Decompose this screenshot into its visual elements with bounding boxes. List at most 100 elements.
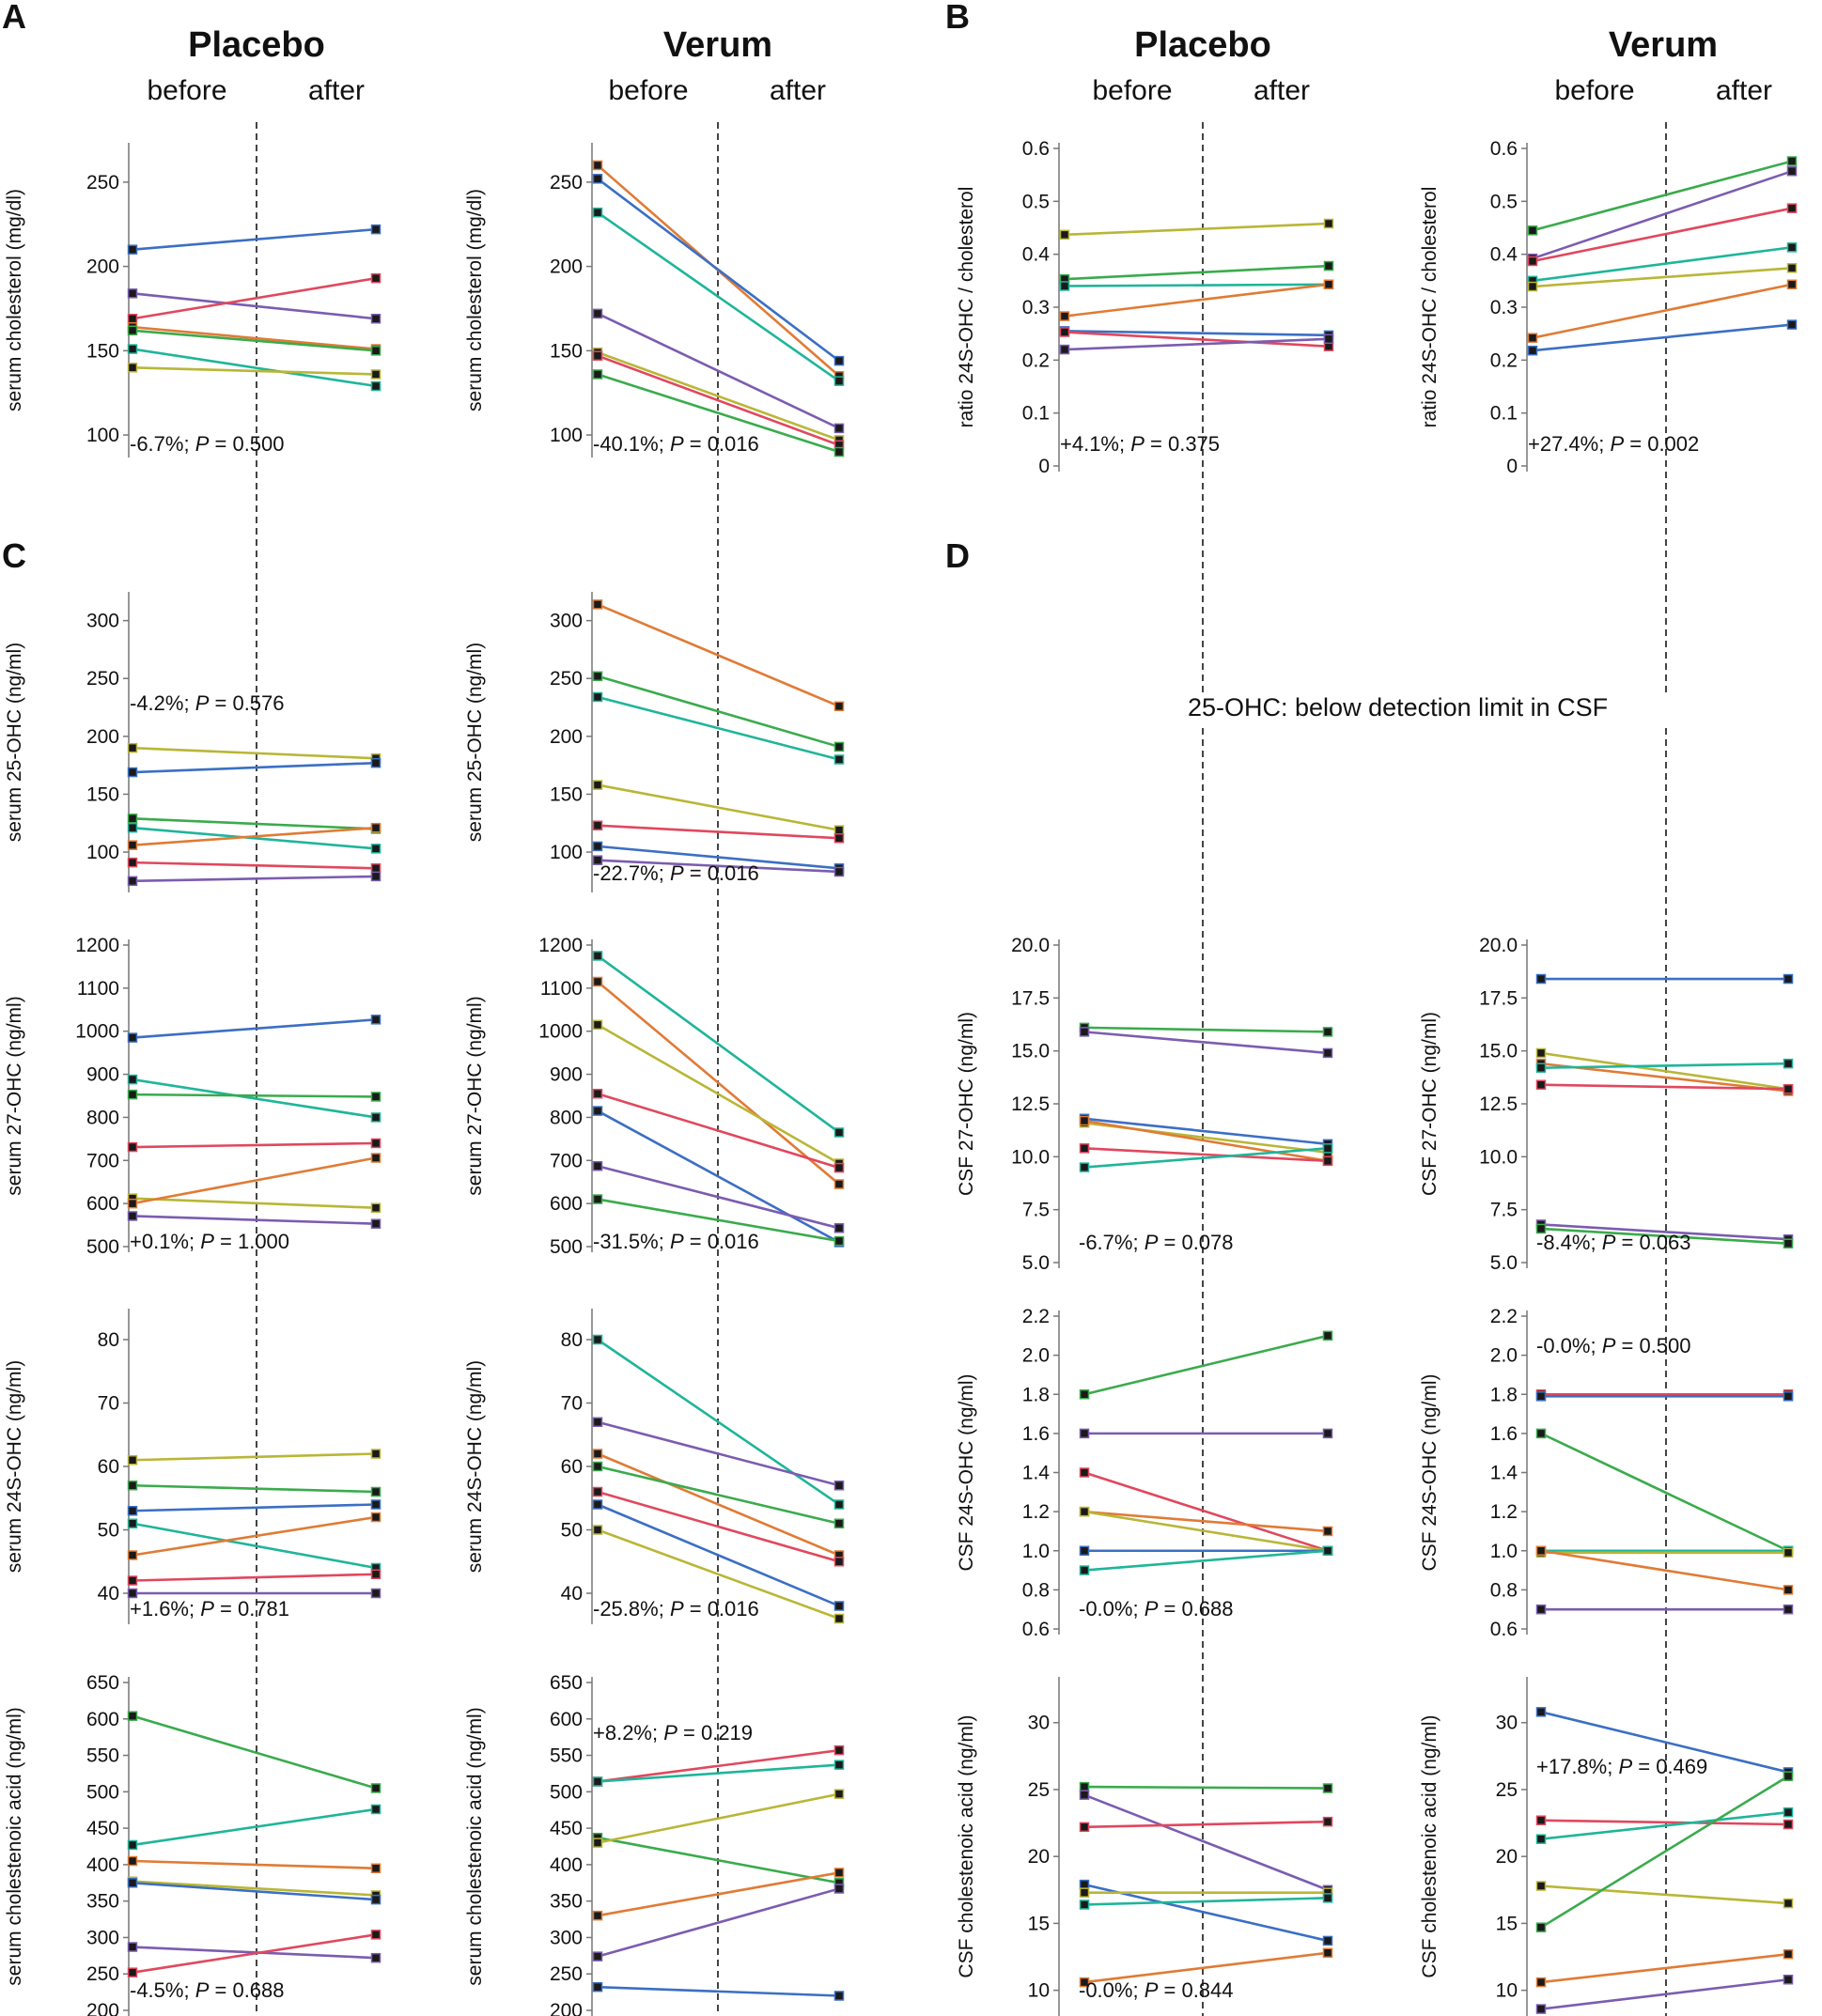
- series-purple: [592, 1160, 845, 1233]
- series-green: [592, 369, 845, 457]
- data-point: [833, 833, 845, 844]
- series-purple: [1535, 1604, 1794, 1615]
- data-point: [1786, 279, 1798, 290]
- series-line: [132, 329, 377, 352]
- chart-C-acid-placebo: 200 250 300 350 400 450 500 550 600 650 serum chol…: [4, 1672, 382, 2016]
- series-teal: [592, 207, 845, 386]
- y-tick-label: 500: [86, 1236, 119, 1258]
- y-tick-label: 0.8: [1490, 1579, 1518, 1601]
- y-tick-label: 400: [86, 1854, 119, 1876]
- data-point: [592, 174, 603, 184]
- series-purple: [592, 308, 845, 434]
- y-tick-label: 500: [86, 1781, 119, 1803]
- data-point: [1322, 1047, 1333, 1059]
- series-line: [132, 1880, 377, 1897]
- data-point: [1527, 333, 1538, 343]
- chart-C-25-verum: 100 150 200 250 300 serum 25-OHC (ng/ml) -22.7…: [464, 592, 845, 892]
- series-line: [1540, 1810, 1789, 1840]
- data-point: [127, 1032, 138, 1043]
- data-point: [127, 1550, 138, 1560]
- group-title-placebo: Placebo: [1134, 25, 1271, 65]
- series-line: [597, 783, 840, 831]
- series-line: [597, 211, 840, 382]
- data-point: [370, 1112, 382, 1123]
- y-tick-label: 250: [550, 172, 583, 194]
- data-point: [127, 1942, 138, 1952]
- data-point: [833, 1884, 845, 1894]
- series-green: [592, 1194, 845, 1247]
- data-point: [833, 1223, 845, 1233]
- series-line: [597, 1528, 840, 1621]
- series-line: [132, 875, 377, 883]
- data-point: [1783, 1974, 1794, 1985]
- y-tick-label: 1.0: [1490, 1541, 1518, 1562]
- data-point: [592, 1106, 603, 1116]
- stat-annotation: -0.0%; P = 0.688: [1079, 1597, 1234, 1621]
- time-label-before: before: [1554, 75, 1634, 106]
- series-line: [1083, 1510, 1329, 1553]
- series-line: [1064, 283, 1330, 318]
- data-point: [1783, 1391, 1794, 1402]
- y-axis-title: ratio 24S-OHC / cholesterol: [956, 187, 977, 428]
- data-point: [370, 1894, 382, 1905]
- series-orange: [1079, 1947, 1333, 1988]
- data-point: [833, 1789, 845, 1799]
- series-green: [1535, 1771, 1794, 1932]
- y-tick-label: 200: [550, 726, 583, 748]
- data-point: [370, 369, 382, 380]
- data-point: [1535, 1223, 1547, 1234]
- data-point: [1783, 973, 1794, 985]
- chart-B-placebo: 0 0.1 0.2 0.3 0.4 0.5 0.6 ratio 24S-OHC / chole…: [956, 138, 1334, 477]
- stat-annotation: +1.6%; P = 0.781: [130, 1597, 289, 1621]
- series-red: [1079, 1816, 1333, 1833]
- data-point: [1783, 1547, 1794, 1559]
- series-line: [597, 824, 840, 840]
- series-line: [132, 227, 377, 251]
- y-axis-title: serum cholesterol (mg/dl): [464, 189, 486, 411]
- data-point: [1783, 1807, 1794, 1818]
- series-red: [592, 1486, 845, 1567]
- y-axis-title: serum 27-OHC (ng/ml): [464, 996, 486, 1195]
- y-tick-label: 200: [550, 2000, 583, 2016]
- series-line: [132, 1093, 377, 1098]
- series-orange: [127, 1855, 382, 1874]
- series-red: [1535, 1079, 1794, 1094]
- series-line: [132, 276, 377, 320]
- series-line: [1083, 1119, 1329, 1163]
- series-line: [1064, 222, 1330, 237]
- series-teal: [1079, 1545, 1333, 1575]
- series-line: [1083, 1510, 1329, 1533]
- y-tick-label: 250: [550, 1963, 583, 1985]
- csf-25-ohc-note: 25-OHC: below detection limit in CSF: [1188, 693, 1608, 721]
- data-point: [592, 1461, 603, 1472]
- data-point: [370, 1783, 382, 1793]
- series-orange: [127, 822, 382, 850]
- y-tick-label: 40: [98, 1583, 119, 1605]
- data-point: [1783, 1771, 1794, 1781]
- series-line: [132, 1503, 377, 1512]
- data-point: [127, 1575, 138, 1586]
- series-green: [127, 325, 382, 356]
- y-axis-title: CSF 27-OHC (ng/ml): [1419, 1012, 1440, 1196]
- data-point: [592, 976, 603, 987]
- y-tick-label: 10.0: [1011, 1146, 1050, 1168]
- y-tick-label: 15: [1028, 1913, 1050, 1934]
- y-tick-label: 0.3: [1490, 297, 1518, 318]
- y-tick-label: 15.0: [1011, 1041, 1050, 1062]
- chart-D-acid-placebo: 10 15 20 25 30 CSF cholestenoic acid (ng/ml) -…: [956, 1677, 1333, 2016]
- series-line: [1540, 1819, 1789, 1826]
- series-line: [597, 1503, 840, 1607]
- series-line: [1540, 1711, 1789, 1774]
- stat-annotation: -25.8%; P = 0.016: [593, 1597, 759, 1621]
- y-tick-label: 0.1: [1490, 403, 1518, 425]
- data-point: [370, 1569, 382, 1579]
- y-tick-label: 12.5: [1011, 1093, 1050, 1115]
- data-point: [1323, 260, 1334, 271]
- data-point: [1079, 1790, 1090, 1800]
- series-line: [1083, 1785, 1329, 1790]
- series-olive: [127, 742, 382, 764]
- data-point: [370, 1952, 382, 1963]
- data-point: [833, 1868, 845, 1878]
- data-point: [127, 1588, 138, 1599]
- y-tick-label: 100: [550, 425, 583, 446]
